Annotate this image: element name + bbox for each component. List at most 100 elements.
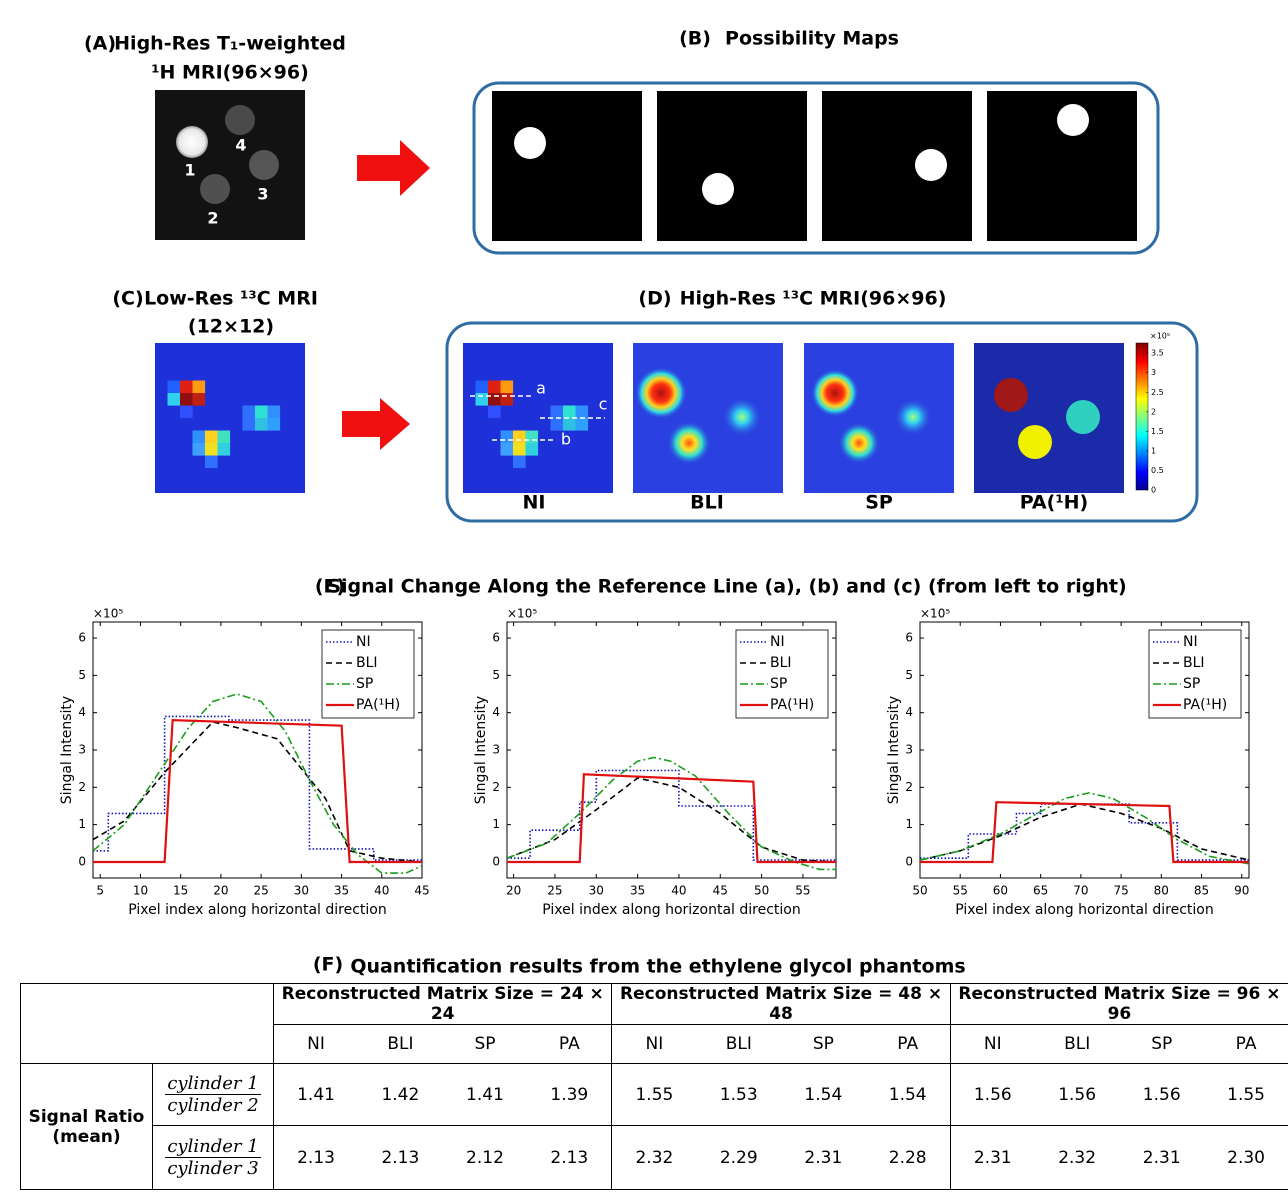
x-tick-label: 20 <box>213 884 228 898</box>
pixel <box>525 430 539 444</box>
x-tick-label: 15 <box>173 884 188 898</box>
x-tick-label: 10 <box>133 884 148 898</box>
x-tick-label: 45 <box>414 884 429 898</box>
legend-label: BLI <box>1183 655 1205 671</box>
x-tick-label: 75 <box>1113 884 1128 898</box>
colorbar-tick-label: 2.5 <box>1151 388 1164 397</box>
series-line <box>93 715 422 861</box>
ratio-label: cylinder 1 cylinder 3 <box>152 1125 274 1190</box>
panel-title: ¹H MRI(96×96) <box>151 62 309 84</box>
pixel <box>267 405 281 419</box>
value-cell: 2.31 <box>1119 1125 1205 1190</box>
value-cell: 1.42 <box>358 1063 443 1126</box>
y-tick-label: 2 <box>78 780 86 794</box>
pixel <box>500 443 514 456</box>
blob <box>667 421 711 465</box>
method-label: BLI <box>690 492 724 514</box>
method-header: PA <box>1204 1024 1288 1064</box>
group-frame <box>445 321 1199 523</box>
map-image <box>657 91 807 241</box>
series-line <box>920 801 1249 864</box>
pixel <box>513 455 526 469</box>
x-tick-label: 40 <box>671 884 686 898</box>
x-tick-label: 30 <box>294 884 309 898</box>
legend-label: PA(¹H) <box>1183 697 1227 713</box>
pixel <box>180 405 193 419</box>
method-header: NI <box>949 1024 1035 1064</box>
fraction: cylinder 1 cylinder 3 <box>165 1136 261 1179</box>
colorbar-tick-label: 1.5 <box>1151 427 1164 436</box>
row-header: Signal Ratio (mean) <box>20 1063 153 1190</box>
value-cell: 1.55 <box>611 1063 697 1126</box>
pixel <box>500 380 514 394</box>
method-header: PA <box>865 1024 951 1064</box>
group-header: Reconstructed Matrix Size = 96 × 96 <box>949 983 1288 1025</box>
x-tick-label: 20 <box>506 884 521 898</box>
legend-box <box>1148 629 1242 719</box>
panel-title: Low-Res ¹³C MRI <box>144 288 318 310</box>
x-tick-label: 80 <box>1154 884 1169 898</box>
series-line <box>920 803 1249 861</box>
series-line <box>93 693 422 874</box>
legend-label: NI <box>1183 634 1198 650</box>
line-label: b <box>561 430 571 449</box>
series-line <box>507 769 836 861</box>
pixel <box>563 405 576 419</box>
legend-label: BLI <box>356 655 378 671</box>
method-label: SP <box>865 492 893 514</box>
x-tick-label: 90 <box>1234 884 1249 898</box>
panel-title: (12×12) <box>188 316 274 338</box>
blob <box>635 367 687 419</box>
panel-title: Signal Change Along the Reference Line (… <box>327 576 1126 598</box>
pixel <box>217 443 231 456</box>
pixel <box>180 380 193 394</box>
pixel <box>192 443 206 456</box>
value-cell: 2.28 <box>865 1125 951 1190</box>
mri-image <box>974 343 1124 493</box>
x-tick-label: 35 <box>630 884 645 898</box>
legend-box <box>735 629 829 719</box>
y-tick-label: 1 <box>492 817 500 831</box>
map-spot <box>915 149 947 181</box>
x-tick-label: 35 <box>334 884 349 898</box>
denominator: cylinder 3 <box>167 1158 259 1179</box>
pixel <box>513 443 526 456</box>
colorbar-tick-label: 2 <box>1151 407 1156 416</box>
panel-title: Possibility Maps <box>725 28 899 50</box>
blob <box>838 422 880 464</box>
y-tick-label: 5 <box>492 668 500 682</box>
row-header-line: Signal Ratio <box>28 1106 145 1127</box>
table-row: cylinder 1 cylinder 3 2.13 2.13 2.12 2.13 2.32… <box>21 1125 1288 1190</box>
table-row: Reconstructed Matrix Size = 24 × 24 Recon… <box>20 983 1288 1064</box>
pixel <box>205 430 218 444</box>
panel-title: High-Res T₁-weighted <box>114 33 346 55</box>
cylinder <box>225 105 255 135</box>
map-image <box>822 91 972 241</box>
value-cell: 2.29 <box>696 1125 782 1190</box>
value-cell: 2.13 <box>358 1125 443 1190</box>
line-label: c <box>599 395 608 414</box>
results-table: Reconstructed Matrix Size = 24 × 24 Recon… <box>20 983 1288 1190</box>
colorbar-multiplier: ×10⁵ <box>1150 332 1170 341</box>
method-label: NI <box>523 492 546 514</box>
pixel <box>575 405 589 419</box>
y-tick-label: 1 <box>905 817 913 831</box>
x-tick-label: 5 <box>96 884 104 898</box>
pixel <box>500 430 514 444</box>
legend-label: SP <box>1183 676 1200 692</box>
value-cell: 2.12 <box>442 1125 528 1190</box>
y-tick-label: 4 <box>492 705 500 719</box>
y-tick-label: 2 <box>492 780 500 794</box>
legend-label: SP <box>356 676 373 692</box>
x-axis-label: Pixel index along horizontal direction <box>128 902 386 918</box>
pixel <box>242 418 256 431</box>
x-tick-label: 85 <box>1194 884 1209 898</box>
method-header: SP <box>442 1024 528 1064</box>
x-tick-label: 50 <box>912 884 927 898</box>
series-line <box>507 756 836 871</box>
legend-box <box>321 629 415 719</box>
cylinder <box>176 126 208 158</box>
pixel <box>205 455 218 469</box>
fraction: cylinder 1 cylinder 2 <box>165 1073 261 1116</box>
